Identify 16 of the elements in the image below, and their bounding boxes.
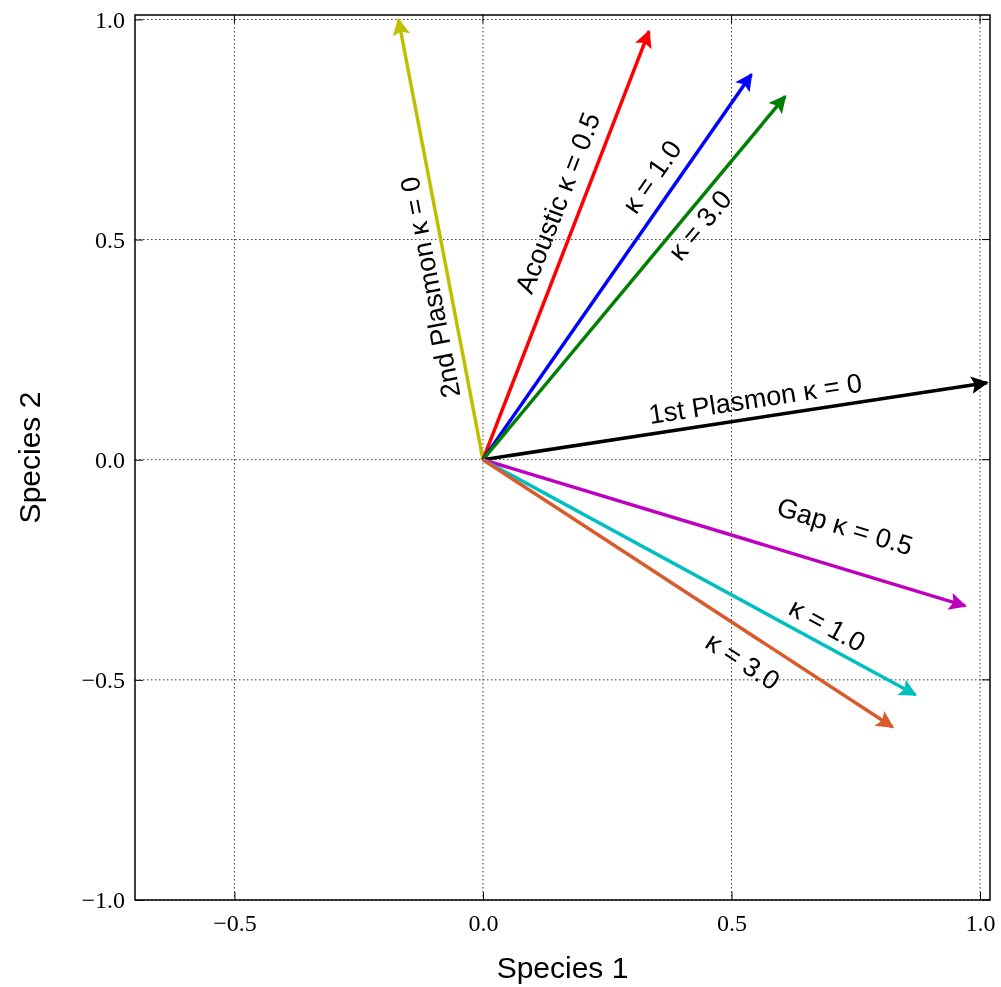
text: κ = 1.0 (784, 592, 871, 658)
x-tick-label: 0.5 (717, 910, 748, 937)
y-tick-label: 0.0 (95, 446, 125, 473)
x-tick-label: 0.0 (468, 910, 499, 937)
y-axis-title: Species 2 (13, 391, 46, 524)
text: Gap κ = 0.5 (773, 491, 917, 562)
x-tick-label: −0.5 (213, 910, 257, 937)
x-tick-label: 1.0 (965, 910, 996, 937)
y-tick-label: 0.5 (95, 226, 125, 253)
text: 2nd Plasmon κ = 0 (394, 174, 467, 401)
text: κ = 3.0 (700, 626, 786, 697)
y-tick-label: −0.5 (81, 667, 125, 694)
y-tick-label: −1.0 (81, 887, 125, 914)
text: 1st Plasmon κ = 0 (646, 367, 865, 430)
y-tick-label: 1.0 (95, 6, 125, 33)
x-axis-title: Species 1 (496, 951, 629, 984)
